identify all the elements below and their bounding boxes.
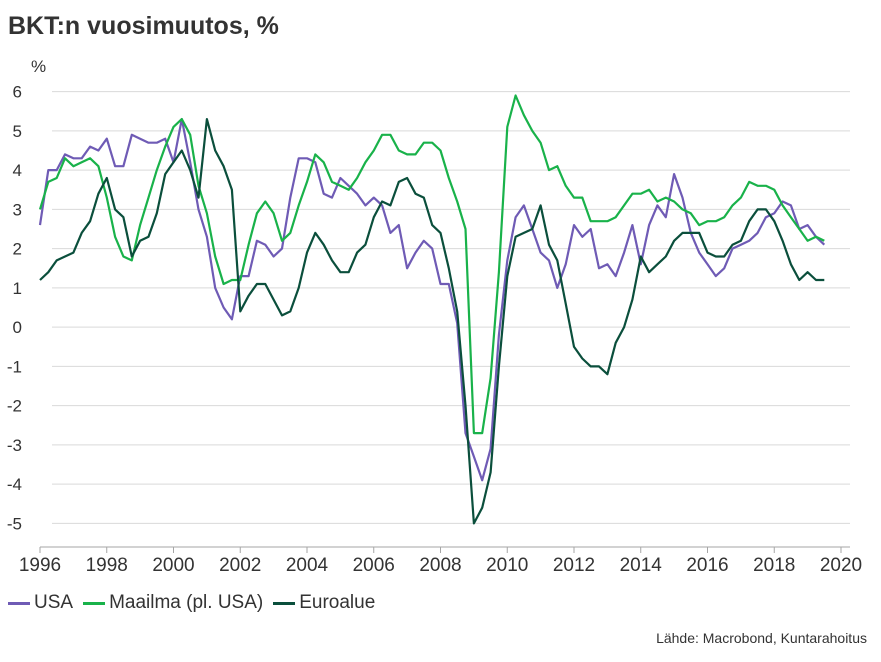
y-tick-label: -2 xyxy=(7,397,22,416)
y-tick-label: 6 xyxy=(13,83,22,102)
legend-label-usa: USA xyxy=(34,592,74,613)
x-tick-label: 2014 xyxy=(620,555,663,576)
x-tick-label: 1996 xyxy=(19,555,61,576)
gridlines xyxy=(52,91,850,524)
y-axis-label: % xyxy=(31,57,46,76)
x-tick-label: 2018 xyxy=(753,555,795,576)
y-tick-label: 2 xyxy=(13,240,22,259)
y-tick-label: -5 xyxy=(7,514,22,533)
y-tick-label: 0 xyxy=(13,318,22,337)
x-tick-label: 2004 xyxy=(286,555,329,576)
y-tick-label: 3 xyxy=(13,200,22,219)
legend-swatch-usa xyxy=(8,601,30,605)
x-tick-label: 2006 xyxy=(353,555,395,576)
source-note: Lähde: Macrobond, Kuntarahoitus xyxy=(656,630,867,646)
series-line-1 xyxy=(38,94,825,435)
y-tick-label: -3 xyxy=(7,436,22,455)
legend-label-maailma: Maailma (pl. USA) xyxy=(109,592,264,613)
series-line-0 xyxy=(38,118,826,482)
y-tick-label: -4 xyxy=(7,475,22,494)
x-tick-label: 1998 xyxy=(86,555,128,576)
legend-label-euroalue: Euroalue xyxy=(299,592,376,613)
x-tick-label: 2008 xyxy=(419,555,461,576)
y-tick-label: 5 xyxy=(13,122,22,141)
legend-swatch-maailma xyxy=(83,601,106,605)
chart-title: BKT:n vuosimuutos, % xyxy=(8,12,279,40)
y-tick-label: -1 xyxy=(7,357,22,376)
x-tick-label: 2016 xyxy=(686,555,728,576)
y-tick-label: 4 xyxy=(13,161,22,180)
x-tick-label: 2020 xyxy=(820,555,862,576)
y-tick-label: 1 xyxy=(13,279,22,298)
legend-swatch-euroalue xyxy=(273,601,296,605)
legend-item-euroalue: Euroalue xyxy=(273,592,375,614)
x-tick-label: 2002 xyxy=(219,555,261,576)
legend: USA Maailma (pl. USA) Euroalue xyxy=(8,592,385,614)
x-tick-label: 2012 xyxy=(553,555,595,576)
axes: -5 -4 -3 -2 -1 0 1 2 3 4 5 6% 1996 1998 2000 2002 2004 20… xyxy=(7,57,862,576)
legend-item-maailma: Maailma (pl. USA) xyxy=(83,592,263,614)
x-tick-label: 2000 xyxy=(152,555,194,576)
x-tick-label: 2010 xyxy=(486,555,528,576)
series-line-2 xyxy=(39,118,825,525)
series-lines xyxy=(38,94,826,525)
legend-item-usa: USA xyxy=(8,592,73,614)
